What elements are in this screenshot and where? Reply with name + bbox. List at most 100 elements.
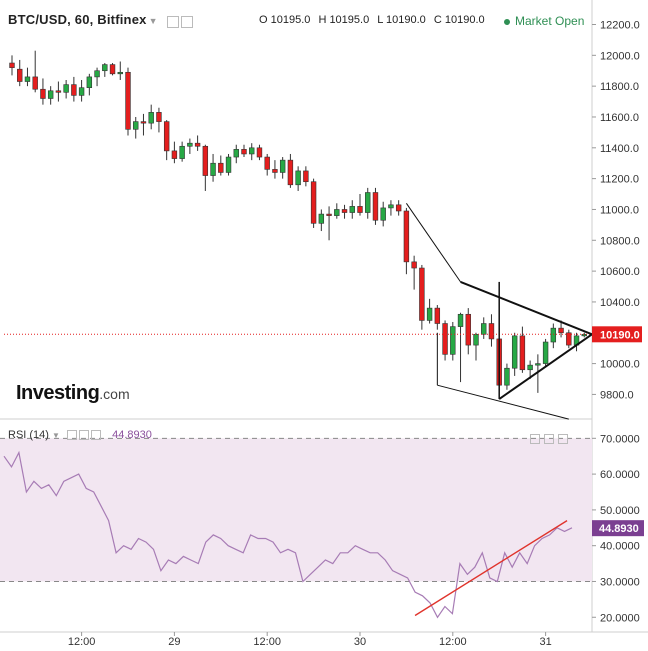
candle-body-down <box>202 145 209 176</box>
candle-body-up <box>542 341 549 364</box>
price-tick-label: 10600.0 <box>600 266 640 278</box>
candle-body-down <box>403 210 410 263</box>
candle-body-up <box>388 204 394 209</box>
candle-body-up <box>349 206 355 213</box>
settings-icon[interactable] <box>167 15 180 28</box>
triangle-upper-entry-line <box>405 203 461 283</box>
triangle-lower-entry-line <box>437 384 569 420</box>
candle-body-down <box>140 121 147 124</box>
rsi-visibility-icon[interactable] <box>79 430 90 441</box>
price-tick-label: 11200.0 <box>600 174 639 186</box>
candle-body-up <box>117 71 123 75</box>
time-tick-label: 31 <box>539 636 551 648</box>
candle-body-up <box>210 162 216 176</box>
rsi-settings-icon[interactable] <box>67 430 78 441</box>
price-tick-label: 10400.0 <box>600 297 640 309</box>
rsi-remove-icon[interactable] <box>91 430 102 441</box>
rsi-label[interactable]: RSI (14) <box>8 429 49 441</box>
candle-body-down <box>125 71 131 130</box>
candle-body-up <box>504 367 510 386</box>
gear-icon[interactable] <box>181 15 194 28</box>
time-tick-label: 12:00 <box>68 636 96 648</box>
candle-body-up <box>481 323 487 335</box>
symbol-title[interactable]: BTC/USD, 60, Bitfinex <box>8 12 147 27</box>
ohlc-low: L 10190.0 <box>377 14 426 26</box>
rsi-layer <box>3 450 573 619</box>
candle-body-down <box>272 169 278 173</box>
time-tick-label: 30 <box>354 636 366 648</box>
candle-body-down <box>566 332 572 346</box>
candle-body-up <box>86 76 93 88</box>
price-tick-label: 11400.0 <box>600 143 639 155</box>
candle-body-up <box>249 147 255 155</box>
candle-body-down <box>71 84 77 96</box>
candle-body-down <box>218 162 224 173</box>
candle-body-down <box>442 323 448 355</box>
rsi-tick-label: 70.0000 <box>600 433 640 445</box>
candle-body-down <box>303 170 309 183</box>
candle-body-up <box>279 159 286 173</box>
symbol-dropdown-icon[interactable]: ▼ <box>148 16 158 26</box>
candle-body-down <box>156 112 162 122</box>
last-price-label: 10190.0 <box>600 329 640 341</box>
candle-body-up <box>527 364 533 371</box>
candle-body-up <box>550 327 557 343</box>
chart-header: BTC/USD, 60, Bitfinex ▼ <box>8 12 201 28</box>
candle-body-up <box>225 156 232 173</box>
ohlc-open: O 10195.0 <box>259 14 311 26</box>
candle-body-down <box>519 335 526 371</box>
ohlc-high: H 10195.0 <box>318 14 370 26</box>
rsi-trend-line <box>414 520 568 617</box>
candle-body-up <box>450 326 456 355</box>
time-tick-label: 12:00 <box>439 636 467 648</box>
pane-up-icon[interactable] <box>530 433 540 444</box>
candle-body-down <box>395 204 402 212</box>
logo-brand: Investing <box>16 382 100 404</box>
candle-body-up <box>179 145 185 159</box>
pane-down-icon[interactable] <box>544 433 554 444</box>
rsi-band <box>0 438 592 582</box>
ohlc-close: C 10190.0 <box>433 14 485 26</box>
candle-body-down <box>558 327 564 334</box>
candle-body-down <box>341 209 348 213</box>
rsi-tick-label: 20.0000 <box>600 612 640 624</box>
candle-body-up <box>511 335 518 369</box>
rsi-band-layer <box>0 437 592 582</box>
candle-body-down <box>32 76 38 90</box>
market-status-dot-icon <box>504 18 510 25</box>
candle-body-down <box>241 149 247 155</box>
rsi-dropdown-icon[interactable]: ▼ <box>52 431 60 440</box>
candle-body-up <box>380 207 386 221</box>
candle-body-up <box>365 192 371 213</box>
candle-body-down <box>434 307 441 324</box>
candle-body-up <box>581 334 587 337</box>
candle-body-up <box>535 363 541 366</box>
ohlc-readout: O 10195.0 H 10195.0 L 10190.0 C 10190.0 <box>259 14 490 26</box>
rsi-series-line <box>3 450 573 619</box>
candle-body-down <box>171 150 178 159</box>
candle-body-up <box>318 213 325 224</box>
candle-body-up <box>187 142 193 147</box>
candle-body-up <box>133 121 139 130</box>
rsi-last-label: 44.8930 <box>599 523 639 535</box>
candle-body-up <box>334 209 340 216</box>
candles-layer <box>4 50 592 393</box>
candle-body-down <box>109 64 116 75</box>
candle-body-up <box>24 76 31 82</box>
candle-body-down <box>372 192 379 221</box>
candle-body-up <box>473 334 479 346</box>
candle-body-up <box>63 84 69 93</box>
price-tick-label: 11600.0 <box>600 112 639 124</box>
candle-body-down <box>465 313 471 346</box>
candle-body-up <box>233 149 239 158</box>
candle-body-down <box>310 181 317 224</box>
rsi-tick-label: 50.0000 <box>600 505 640 517</box>
candle-body-down <box>256 147 263 158</box>
pane-maximize-icon[interactable] <box>558 433 568 444</box>
candle-body-down <box>419 267 425 321</box>
logo-suffix: .com <box>99 386 130 402</box>
candle-body-down <box>357 206 363 213</box>
triangle-pattern-layer <box>405 203 593 420</box>
pane-controls <box>528 430 570 448</box>
